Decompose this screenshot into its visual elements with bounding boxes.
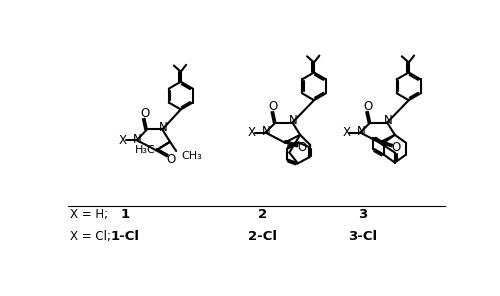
Text: 3-Cl: 3-Cl: [348, 230, 377, 243]
Text: 3: 3: [358, 208, 367, 221]
Text: 1-Cl: 1-Cl: [111, 230, 140, 243]
Text: N: N: [134, 133, 142, 146]
Text: X = H;: X = H;: [70, 208, 108, 221]
Text: 2-Cl: 2-Cl: [248, 230, 277, 243]
Text: 2: 2: [258, 208, 267, 221]
Text: 1: 1: [121, 208, 130, 221]
Text: O: O: [166, 153, 175, 166]
Text: CH₃: CH₃: [182, 151, 203, 161]
Text: X = Cl;: X = Cl;: [70, 230, 111, 243]
Text: O: O: [392, 141, 401, 155]
Text: X: X: [248, 126, 256, 139]
Text: N: N: [158, 121, 168, 134]
Text: N: N: [262, 125, 270, 138]
Text: O: O: [268, 100, 278, 113]
Text: H₃C: H₃C: [134, 145, 156, 155]
Text: O: O: [297, 141, 306, 155]
Text: N: N: [384, 115, 392, 128]
Text: O: O: [140, 107, 149, 120]
Text: N: N: [289, 115, 298, 128]
Text: O: O: [364, 100, 372, 113]
Text: N: N: [356, 125, 366, 138]
Text: X: X: [119, 134, 127, 147]
Text: X: X: [342, 126, 350, 139]
